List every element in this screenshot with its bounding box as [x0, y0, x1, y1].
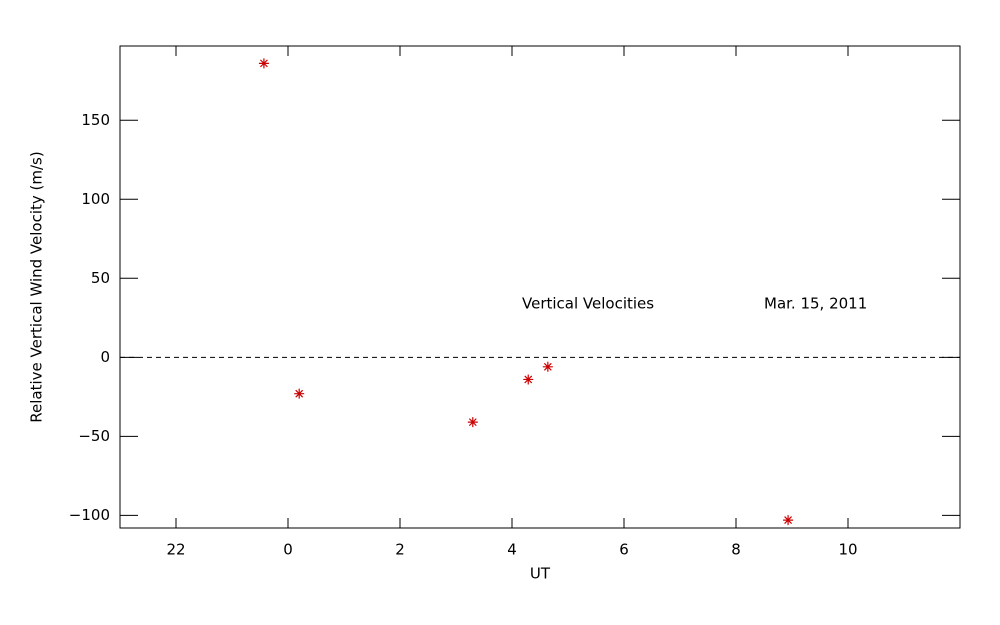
marker-shape	[783, 515, 794, 526]
x-tick-label: 0	[283, 541, 293, 559]
x-tick-label: 8	[731, 541, 741, 559]
marker	[294, 388, 305, 399]
x-tick-label: 10	[838, 541, 857, 559]
marker-shape	[294, 388, 305, 399]
marker	[467, 417, 478, 428]
marker-shape	[523, 374, 534, 385]
y-tick-label: 150	[81, 111, 110, 129]
annotation: Vertical Velocities	[522, 295, 654, 313]
x-tick-label: 2	[395, 541, 405, 559]
x-tick-label: 4	[507, 541, 517, 559]
x-tick-label: 22	[166, 541, 185, 559]
y-tick-label: 0	[100, 348, 110, 366]
marker-shape	[542, 361, 553, 372]
x-tick-label: 6	[619, 541, 629, 559]
y-tick-label: 50	[91, 269, 110, 287]
y-axis-label: Relative Vertical Wind Velocity (m/s)	[28, 151, 46, 422]
marker	[258, 58, 269, 69]
marker-shape	[258, 58, 269, 69]
y-tick-label: −100	[69, 506, 110, 524]
y-tick-label: −50	[78, 427, 110, 445]
marker	[783, 515, 794, 526]
annotation: Mar. 15, 2011	[764, 295, 867, 313]
marker-shape	[467, 417, 478, 428]
plot-frame	[119, 45, 961, 529]
x-axis-label: UT	[530, 565, 551, 583]
y-tick-label: 100	[81, 190, 110, 208]
marker	[523, 374, 534, 385]
marker	[542, 361, 553, 372]
